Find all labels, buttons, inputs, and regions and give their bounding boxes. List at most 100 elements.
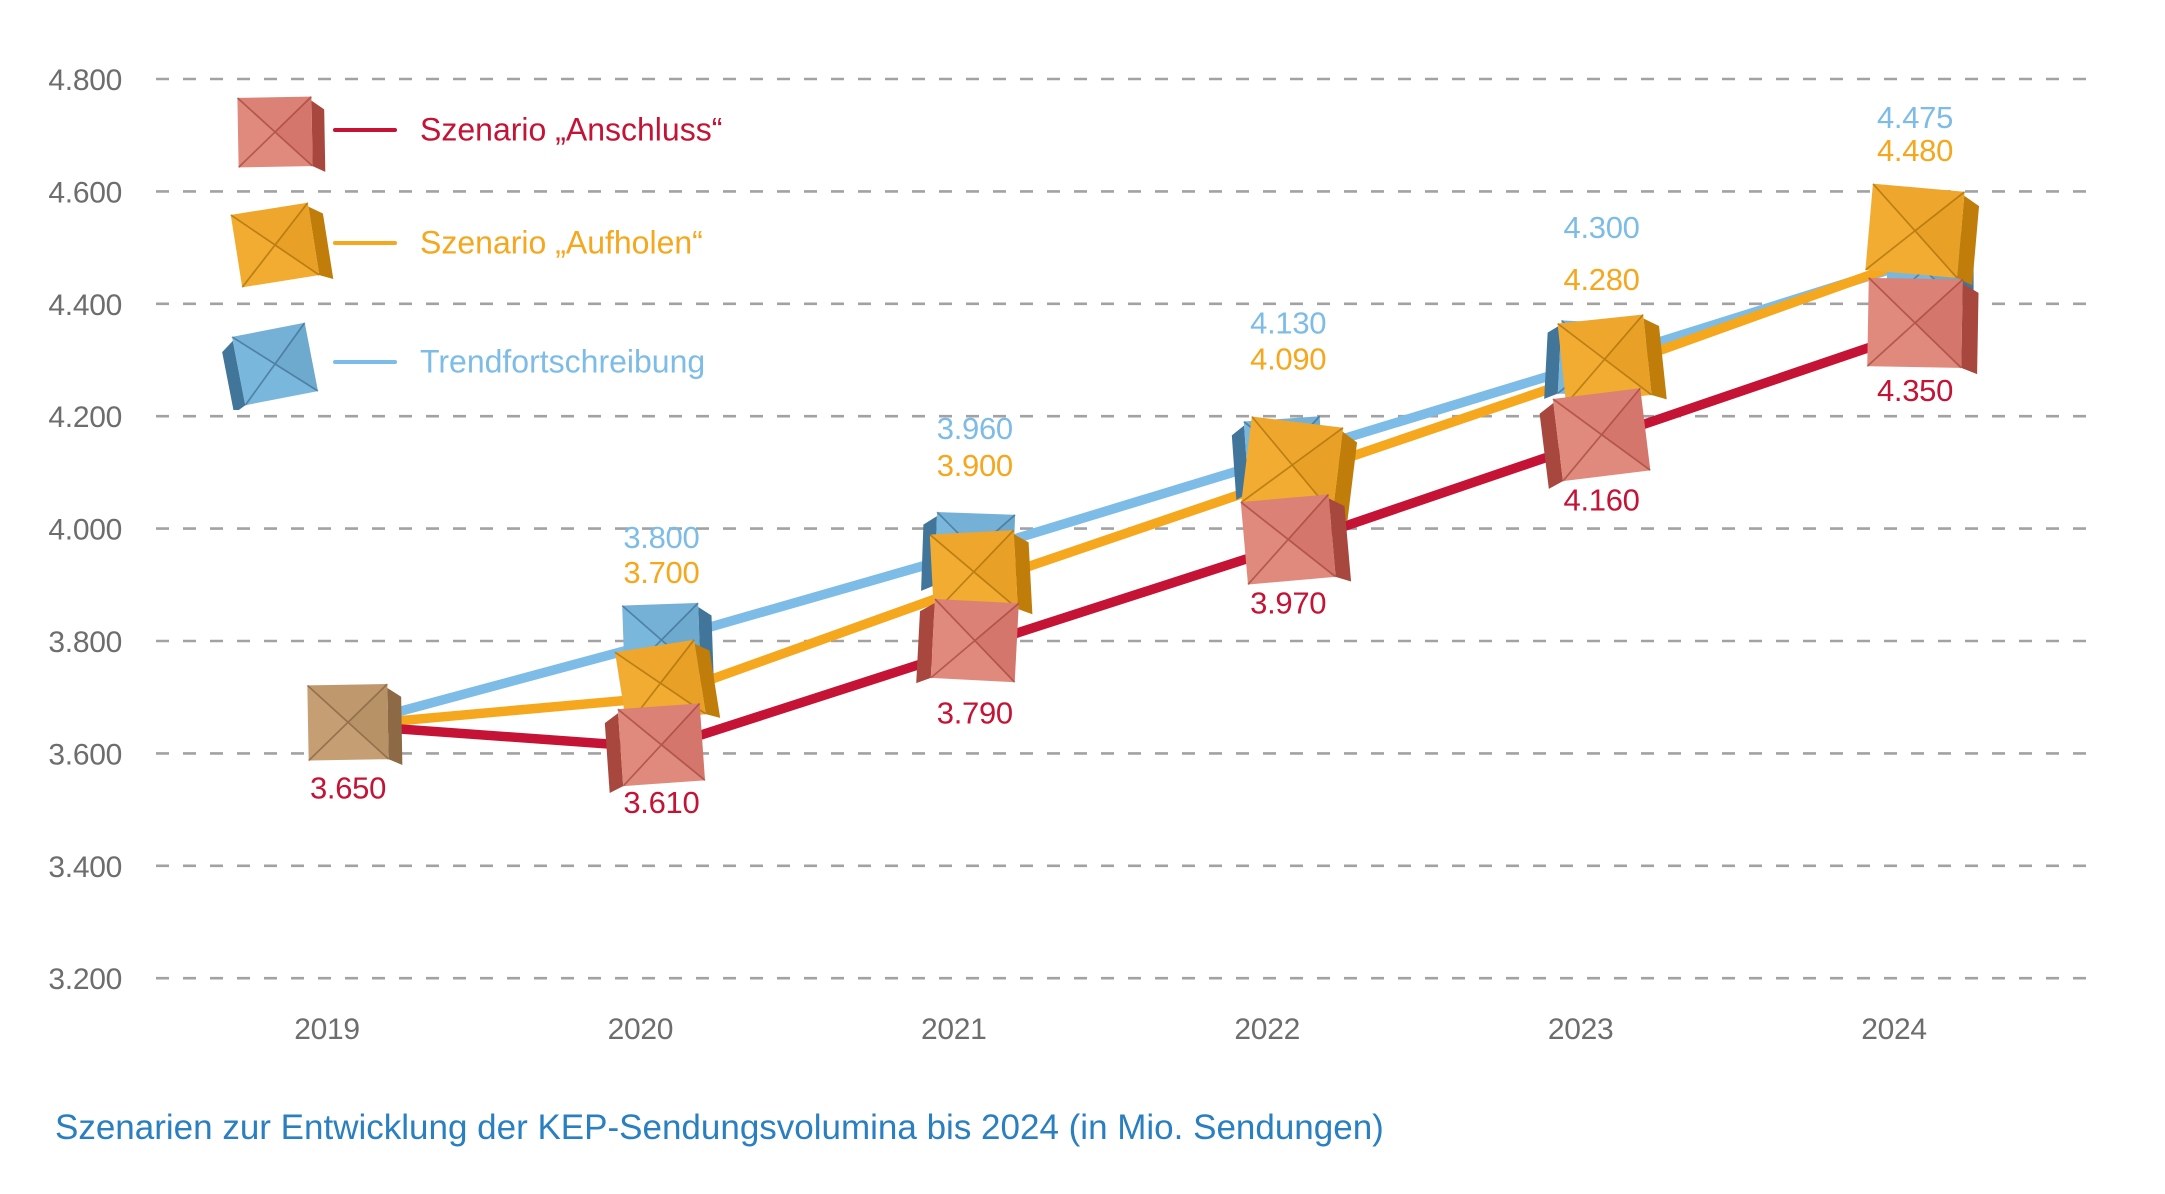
value-label: 4.130 bbox=[1250, 306, 1326, 341]
red-package-marker-2020 bbox=[604, 702, 706, 794]
value-label: 3.610 bbox=[623, 785, 699, 820]
gridlines: 4.800 4.600 4.400 4.200 4.000 3.800 3.600 3.400… bbox=[48, 64, 2097, 996]
value-label: 4.350 bbox=[1877, 373, 1953, 408]
package-face bbox=[660, 639, 706, 715]
red-package-icon bbox=[236, 95, 326, 172]
value-label: 3.650 bbox=[310, 770, 386, 805]
package-face bbox=[1292, 427, 1344, 514]
red-package-marker-2024 bbox=[1866, 277, 1979, 375]
package-face bbox=[275, 202, 320, 276]
yellow-package-marker-2024 bbox=[1864, 183, 1980, 286]
package-face bbox=[1539, 402, 1563, 489]
value-label: 4.480 bbox=[1877, 133, 1953, 168]
y-tick-label: 3.600 bbox=[48, 738, 122, 771]
y-tick-label: 4.200 bbox=[48, 401, 122, 434]
legend-line-anschluss bbox=[333, 128, 397, 132]
package-fold-lines bbox=[929, 529, 1019, 615]
package-face bbox=[1328, 498, 1352, 582]
value-label: 4.160 bbox=[1564, 483, 1640, 518]
value-label: 4.280 bbox=[1564, 262, 1640, 297]
package-face bbox=[622, 602, 699, 640]
yellow-package-icon bbox=[215, 195, 335, 291]
blue-package-icon bbox=[215, 314, 335, 414]
legend-line-aufholen bbox=[333, 241, 397, 245]
package-face bbox=[230, 202, 308, 245]
package-face bbox=[1957, 195, 1980, 286]
package-fold-lines bbox=[1864, 183, 1966, 279]
red-package-marker-2021 bbox=[916, 598, 1020, 684]
package-face bbox=[1332, 431, 1358, 522]
package-face bbox=[694, 643, 721, 718]
legend-item-trend: Trendfortschreibung bbox=[0, 314, 900, 414]
red-legend-package bbox=[236, 95, 326, 172]
y-tick-label: 3.200 bbox=[48, 963, 122, 996]
package-face bbox=[1251, 416, 1344, 466]
package-face bbox=[1601, 388, 1651, 471]
package-face bbox=[929, 530, 1014, 572]
brown-package-marker-2019 bbox=[306, 683, 403, 765]
yellow-package-marker-2023 bbox=[1557, 313, 1667, 405]
y-tick-label: 4.800 bbox=[48, 64, 122, 97]
package-face bbox=[937, 512, 1016, 551]
data-point-markers bbox=[306, 183, 1980, 794]
value-label: 3.800 bbox=[623, 520, 699, 555]
package-fold-lines bbox=[236, 95, 314, 169]
value-label: 3.700 bbox=[623, 555, 699, 590]
package-face bbox=[1961, 283, 1979, 375]
legend-label-aufholen: Szenario „Aufholen“ bbox=[420, 224, 703, 261]
package-face bbox=[916, 602, 935, 684]
yellow-package-marker-2021 bbox=[929, 529, 1033, 615]
package-fold-lines bbox=[1240, 493, 1337, 586]
x-tick-label: 2023 bbox=[1548, 1013, 1614, 1046]
value-label: 3.790 bbox=[937, 696, 1013, 731]
package-fold-lines bbox=[306, 683, 390, 762]
y-tick-label: 3.400 bbox=[48, 851, 122, 884]
x-tick-label: 2019 bbox=[294, 1013, 360, 1046]
y-tick-label: 3.800 bbox=[48, 626, 122, 659]
package-face bbox=[232, 322, 305, 364]
package-face bbox=[1915, 191, 1965, 278]
y-tick-label: 4.600 bbox=[48, 176, 122, 209]
package-face bbox=[1288, 494, 1336, 577]
red-package-marker-2022 bbox=[1240, 493, 1352, 586]
legend-line-trend bbox=[333, 360, 397, 364]
x-tick-label: 2022 bbox=[1234, 1013, 1300, 1046]
value-label: 4.475 bbox=[1877, 100, 1953, 135]
package-face bbox=[348, 684, 389, 760]
chart-caption: Szenarien zur Entwicklung der KEP-Sendun… bbox=[55, 1108, 1384, 1147]
package-face bbox=[1013, 534, 1033, 615]
yellow-package-marker-2022 bbox=[1240, 415, 1358, 522]
x-tick-label: 2020 bbox=[608, 1013, 674, 1046]
package-face bbox=[604, 713, 624, 794]
package-fold-lines bbox=[1866, 277, 1964, 369]
y-tick-label: 4.400 bbox=[48, 289, 122, 322]
package-fold-lines bbox=[1552, 387, 1651, 482]
value-label: 3.960 bbox=[937, 411, 1013, 446]
blue-legend-package bbox=[222, 322, 319, 414]
package-face bbox=[1552, 388, 1641, 435]
package-face bbox=[387, 688, 403, 765]
value-label: 3.970 bbox=[1250, 585, 1326, 620]
x-axis-labels: 2019 2020 2021 2022 2023 2024 bbox=[294, 1013, 1927, 1046]
y-tick-label: 4.000 bbox=[48, 514, 122, 547]
legend: Szenario „Anschluss“ Szenario „Aufholen“… bbox=[0, 0, 900, 430]
package-face bbox=[974, 603, 1019, 683]
legend-label-anschluss: Szenario „Anschluss“ bbox=[420, 111, 723, 148]
package-face bbox=[308, 206, 334, 279]
legend-item-aufholen: Szenario „Aufholen“ bbox=[0, 195, 900, 291]
package-fold-lines bbox=[930, 598, 1020, 683]
package-fold-lines bbox=[230, 202, 320, 288]
package-face bbox=[1557, 314, 1644, 360]
x-tick-label: 2021 bbox=[921, 1013, 987, 1046]
package-face bbox=[934, 598, 1019, 641]
package-face bbox=[661, 703, 705, 781]
package-face bbox=[275, 96, 313, 167]
package-face bbox=[1872, 183, 1965, 231]
value-label: 3.900 bbox=[937, 448, 1013, 483]
legend-item-anschluss: Szenario „Anschluss“ bbox=[0, 82, 900, 178]
package-face bbox=[307, 684, 388, 723]
package-face bbox=[1544, 324, 1562, 399]
package-fold-lines bbox=[617, 702, 706, 787]
package-face bbox=[237, 96, 312, 132]
